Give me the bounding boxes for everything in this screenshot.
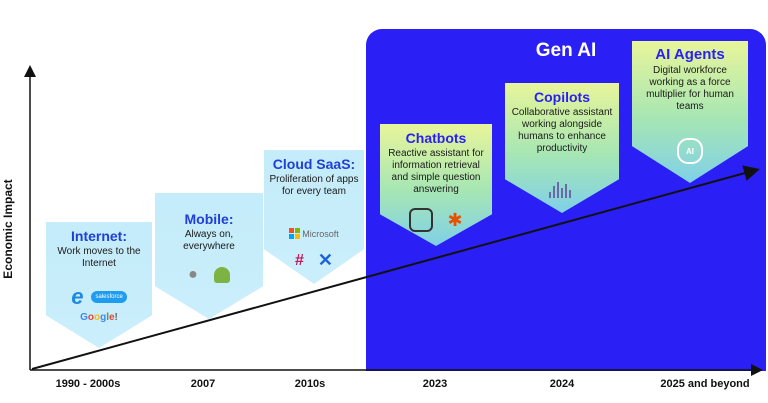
ai-brain-icon: AI [677, 138, 703, 164]
card-title: Cloud SaaS: [272, 156, 356, 172]
genai-title: Gen AI [535, 40, 597, 61]
card-description: Collaborative assistant working alongsid… [511, 107, 613, 154]
card-title: Mobile: [184, 211, 234, 227]
confluence-icon: ✕ [317, 250, 333, 270]
trend-arrow [31, 165, 760, 370]
card-description: Proliferation of apps for every team [269, 174, 359, 197]
card-internet-icons-row2: Google! [46, 312, 152, 323]
timeline-label-5: 2024 [549, 378, 575, 390]
timeline-label-4: 2023 [422, 378, 448, 390]
card-title: Internet: [71, 228, 127, 244]
card-description: Reactive assistant for information retri… [388, 148, 484, 195]
card-ai-agents-icons: AI [632, 138, 748, 164]
timeline-label-1: 1990 - 2000s [55, 378, 121, 390]
pinwheel-icon: ✱ [447, 209, 463, 230]
y-axis-label: Economic Impact [1, 179, 15, 279]
card-description: Always on, everywhere [183, 229, 235, 252]
card-chatbots-icons: ✱ [380, 208, 492, 232]
timeline-label-2: 2007 [190, 378, 216, 390]
card-title: Chatbots [405, 130, 467, 146]
slack-icon: # [295, 251, 304, 269]
apple-icon: ● [188, 266, 198, 283]
card-internet-icons: e salesforce [46, 284, 152, 310]
card-copilots-icons [505, 180, 619, 198]
microsoft-text: Microsoft [302, 228, 339, 239]
timeline-label-6: 2025 and beyond [660, 378, 750, 390]
internet-explorer-icon: e [71, 284, 84, 309]
android-icon [213, 267, 230, 283]
salesforce-icon: salesforce [91, 291, 127, 303]
card-mobile-icons: ● [155, 266, 263, 284]
card-title: AI Agents [655, 46, 725, 63]
chatgpt-icon [409, 208, 434, 232]
copilot-icon [549, 180, 575, 198]
google-icon: Google! [80, 312, 118, 323]
card-cloud-icons: Microsoft [264, 228, 364, 239]
card-cloud-icons-row2: # ✕ [264, 250, 364, 271]
microsoft-icon: Microsoft [289, 228, 339, 239]
card-title: Copilots [534, 89, 590, 105]
timeline-label-3: 2010s [294, 378, 326, 390]
card-description: Digital workforce working as a force mul… [646, 65, 734, 112]
card-description: Work moves to the Internet [57, 246, 141, 269]
